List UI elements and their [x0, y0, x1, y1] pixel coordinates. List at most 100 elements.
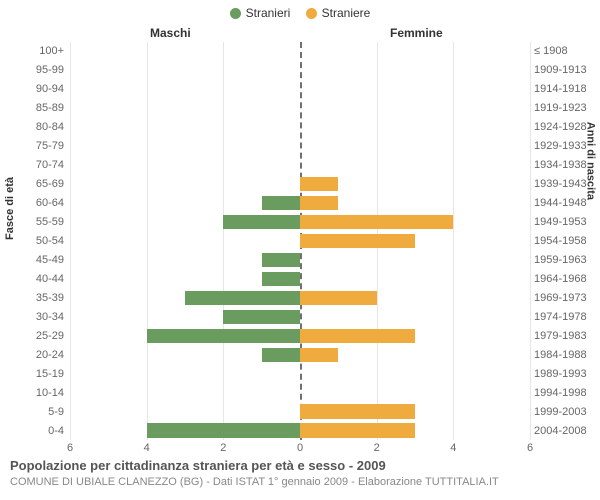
- birth-year-label: 1924-1928: [534, 121, 594, 133]
- bar-female: [300, 329, 415, 343]
- legend-swatch-male: [230, 8, 241, 19]
- birth-year-label: 1964-1968: [534, 273, 594, 285]
- caption-sub: COMUNE DI UBIALE CLANEZZO (BG) - Dati IS…: [10, 476, 590, 488]
- birth-year-label: 1984-1988: [534, 349, 594, 361]
- age-row: 30-341974-1978: [70, 307, 530, 326]
- age-row: 50-541954-1958: [70, 232, 530, 251]
- x-tick-label: 6: [527, 442, 533, 454]
- age-label: 30-34: [10, 311, 64, 323]
- birth-year-label: 2004-2008: [534, 425, 594, 437]
- x-tick-label: 2: [374, 442, 380, 454]
- age-label: 80-84: [10, 121, 64, 133]
- birth-year-label: 1934-1938: [534, 159, 594, 171]
- bar-female: [300, 215, 453, 229]
- age-label: 50-54: [10, 235, 64, 247]
- age-row: 45-491959-1963: [70, 250, 530, 269]
- age-label: 35-39: [10, 292, 64, 304]
- age-row: 75-791929-1933: [70, 137, 530, 156]
- birth-year-label: 1909-1913: [534, 64, 594, 76]
- x-tick-label: 6: [67, 442, 73, 454]
- age-row: 40-441964-1968: [70, 269, 530, 288]
- age-label: 40-44: [10, 273, 64, 285]
- x-tick-label: 4: [144, 442, 150, 454]
- bar-male: [223, 310, 300, 324]
- birth-year-label: 1999-2003: [534, 406, 594, 418]
- bar-male: [262, 272, 300, 286]
- birth-year-label: ≤ 1908: [534, 45, 594, 57]
- age-label: 100+: [10, 45, 64, 57]
- birth-year-label: 1914-1918: [534, 83, 594, 95]
- bar-male: [262, 196, 300, 210]
- age-row: 70-741934-1938: [70, 156, 530, 175]
- legend-label-female: Straniere: [322, 6, 371, 20]
- x-tick-label: 2: [220, 442, 226, 454]
- plot-area: 6420246100+≤ 190895-991909-191390-941914…: [70, 42, 530, 440]
- age-row: 55-591949-1953: [70, 213, 530, 232]
- bar-male: [147, 423, 300, 437]
- legend-item-female: Straniere: [306, 6, 371, 20]
- age-row: 65-691939-1943: [70, 175, 530, 194]
- birth-year-label: 1989-1993: [534, 368, 594, 380]
- bar-female: [300, 234, 415, 248]
- column-header-male: Maschi: [150, 26, 191, 40]
- age-row: 60-641944-1948: [70, 194, 530, 213]
- birth-year-label: 1954-1958: [534, 235, 594, 247]
- age-row: 15-191989-1993: [70, 364, 530, 383]
- age-row: 80-841924-1928: [70, 118, 530, 137]
- age-row: 95-991909-1913: [70, 61, 530, 80]
- birth-year-label: 1959-1963: [534, 254, 594, 266]
- birth-year-label: 1969-1973: [534, 292, 594, 304]
- age-row: 20-241984-1988: [70, 345, 530, 364]
- legend-item-male: Stranieri: [230, 6, 291, 20]
- age-row: 35-391969-1973: [70, 288, 530, 307]
- age-row: 90-941914-1918: [70, 80, 530, 99]
- age-label: 65-69: [10, 178, 64, 190]
- age-label: 25-29: [10, 330, 64, 342]
- bar-female: [300, 404, 415, 418]
- birth-year-label: 1939-1943: [534, 178, 594, 190]
- x-tick-label: 0: [297, 442, 303, 454]
- age-row: 85-891919-1923: [70, 99, 530, 118]
- age-row: 0-42004-2008: [70, 421, 530, 440]
- birth-year-label: 1994-1998: [534, 387, 594, 399]
- age-row: 5-91999-2003: [70, 402, 530, 421]
- legend-label-male: Stranieri: [246, 6, 291, 20]
- birth-year-label: 1949-1953: [534, 216, 594, 228]
- gridline: [530, 42, 531, 440]
- x-tick-label: 4: [450, 442, 456, 454]
- birth-year-label: 1919-1923: [534, 102, 594, 114]
- age-label: 90-94: [10, 83, 64, 95]
- age-row: 10-141994-1998: [70, 383, 530, 402]
- age-row: 100+≤ 1908: [70, 42, 530, 61]
- chart-container: Stranieri Straniere Maschi Femmine Fasce…: [0, 0, 600, 500]
- bar-male: [262, 348, 300, 362]
- age-label: 5-9: [10, 406, 64, 418]
- age-row: 25-291979-1983: [70, 326, 530, 345]
- age-label: 20-24: [10, 349, 64, 361]
- birth-year-label: 1929-1933: [534, 140, 594, 152]
- bar-male: [223, 215, 300, 229]
- age-label: 95-99: [10, 64, 64, 76]
- age-label: 55-59: [10, 216, 64, 228]
- age-label: 10-14: [10, 387, 64, 399]
- age-label: 70-74: [10, 159, 64, 171]
- birth-year-label: 1944-1948: [534, 197, 594, 209]
- birth-year-label: 1974-1978: [534, 311, 594, 323]
- birth-year-label: 1979-1983: [534, 330, 594, 342]
- bar-male: [262, 253, 300, 267]
- bar-female: [300, 348, 338, 362]
- bar-female: [300, 177, 338, 191]
- age-label: 85-89: [10, 102, 64, 114]
- legend-swatch-female: [306, 8, 317, 19]
- bar-female: [300, 291, 377, 305]
- bar-female: [300, 196, 338, 210]
- caption-title: Popolazione per cittadinanza straniera p…: [10, 458, 590, 473]
- legend: Stranieri Straniere: [0, 6, 600, 22]
- age-label: 0-4: [10, 425, 64, 437]
- column-header-female: Femmine: [390, 26, 443, 40]
- age-label: 60-64: [10, 197, 64, 209]
- age-label: 45-49: [10, 254, 64, 266]
- age-label: 75-79: [10, 140, 64, 152]
- bar-female: [300, 423, 415, 437]
- age-label: 15-19: [10, 368, 64, 380]
